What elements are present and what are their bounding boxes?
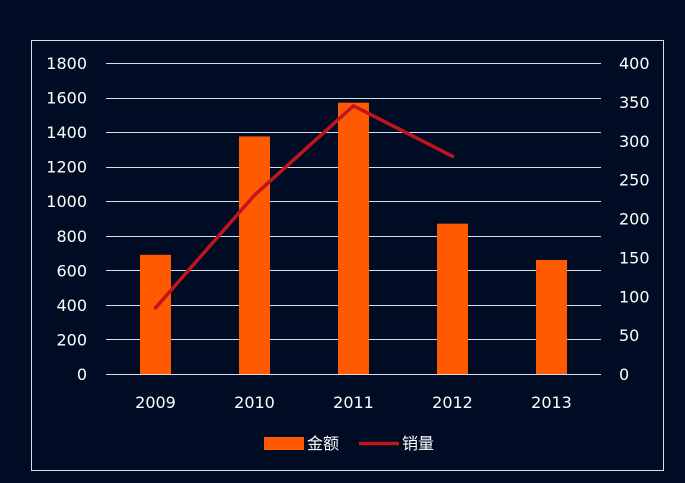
left-tick-label-1: 200 (56, 330, 87, 349)
bar-2010 (239, 136, 270, 374)
line-series (153, 104, 455, 310)
x-axis-ticks: 2009 2010 2011 2012 2013 (135, 393, 572, 412)
legend: 金额 销量 (264, 434, 434, 453)
bar-series (140, 102, 567, 374)
right-tick-label-7: 350 (619, 93, 650, 112)
x-tick-label-2012: 2012 (432, 393, 473, 412)
bar-2012 (437, 223, 468, 374)
bar-2013 (536, 259, 567, 374)
right-tick-label-0: 0 (619, 365, 629, 384)
left-axis-ticks: 0 200 400 600 800 1000 1200 1400 1600 1800 (46, 54, 87, 384)
left-tick-label-8: 1600 (46, 89, 87, 108)
left-tick-label-6: 1200 (46, 158, 87, 177)
x-tick-label-2011: 2011 (333, 393, 374, 412)
left-tick-label-0: 0 (77, 365, 87, 384)
right-axis-ticks: 0 50 100 150 200 250 300 350 400 (619, 54, 650, 384)
legend-swatch-bar (264, 437, 304, 450)
right-tick-label-3: 150 (619, 248, 650, 267)
line-path (153, 104, 455, 310)
left-tick-label-9: 1800 (46, 54, 87, 73)
x-tick-label-2009: 2009 (135, 393, 176, 412)
left-tick-label-4: 800 (56, 227, 87, 246)
x-tick-label-2010: 2010 (234, 393, 275, 412)
right-tick-label-1: 50 (619, 326, 639, 345)
right-tick-label-6: 300 (619, 132, 650, 151)
bar-2009 (140, 254, 171, 374)
right-tick-label-2: 100 (619, 287, 650, 306)
x-tick-label-2013: 2013 (531, 393, 572, 412)
left-tick-label-3: 600 (56, 261, 87, 280)
legend-label-line: 销量 (402, 434, 434, 453)
legend-label-bar: 金额 (307, 434, 339, 453)
right-tick-label-5: 250 (619, 171, 650, 190)
left-tick-label-2: 400 (56, 296, 87, 315)
left-tick-label-7: 1400 (46, 123, 87, 142)
left-tick-label-5: 1000 (46, 192, 87, 211)
bar-2011 (338, 102, 369, 374)
chart-frame (31, 40, 664, 471)
right-tick-label-4: 200 (619, 210, 650, 229)
right-tick-label-8: 400 (619, 54, 650, 73)
